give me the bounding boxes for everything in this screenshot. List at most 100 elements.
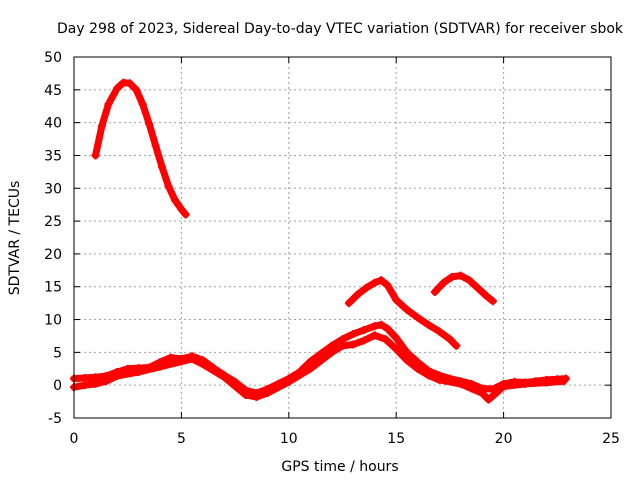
tick-labels: 0 5 10 15 20 25 -5 0 5 10 15 20 25 30 35 40 45 50 xyxy=(44,50,620,447)
data-points xyxy=(70,78,570,404)
data-point xyxy=(91,379,100,388)
data-point xyxy=(166,353,175,362)
series-arc-early-high xyxy=(91,78,190,219)
x-tick-label: 25 xyxy=(602,431,620,447)
data-point xyxy=(241,391,250,400)
data-point xyxy=(402,356,411,365)
data-point xyxy=(439,278,448,287)
y-tick-label: 50 xyxy=(44,50,62,66)
data-point xyxy=(413,313,422,322)
data-point xyxy=(158,163,167,172)
data-point xyxy=(252,392,261,401)
x-tick-label: 0 xyxy=(70,431,79,447)
data-point xyxy=(482,291,491,300)
y-tick-label: 25 xyxy=(44,214,62,230)
data-point xyxy=(112,84,121,93)
y-tick-label: 5 xyxy=(53,345,62,361)
data-point xyxy=(473,284,482,293)
data-point xyxy=(284,377,293,386)
data-point xyxy=(306,364,315,373)
y-tick-label: 35 xyxy=(44,148,62,164)
data-point xyxy=(392,295,401,304)
x-tick-label: 15 xyxy=(387,431,405,447)
y-axis-label: SDTVAR / TECUs xyxy=(7,181,23,296)
data-point xyxy=(359,336,368,345)
data-point xyxy=(181,210,190,219)
data-point xyxy=(145,119,154,128)
y-tick-label: -5 xyxy=(48,411,62,427)
data-point xyxy=(177,205,186,214)
data-point xyxy=(402,348,411,357)
x-axis-label: GPS time / hours xyxy=(281,459,398,475)
series-band-secondary xyxy=(70,331,568,404)
x-tick-label: 10 xyxy=(280,431,298,447)
data-point xyxy=(170,196,179,205)
data-point xyxy=(104,100,113,109)
data-point xyxy=(112,371,121,380)
y-tick-label: 15 xyxy=(44,280,62,296)
x-tick-label: 5 xyxy=(177,431,186,447)
data-point xyxy=(424,320,433,329)
data-point xyxy=(377,276,386,285)
data-point xyxy=(353,290,362,299)
data-point xyxy=(435,327,444,336)
data-point xyxy=(465,276,474,285)
data-point xyxy=(383,324,392,333)
data-point xyxy=(456,271,465,280)
series-arc-mid-upper xyxy=(344,276,461,350)
data-point xyxy=(452,341,461,350)
data-point xyxy=(344,299,353,308)
data-point xyxy=(448,272,457,281)
data-point xyxy=(97,121,106,130)
data-point xyxy=(467,384,476,393)
data-point xyxy=(456,379,465,388)
data-point xyxy=(383,281,392,290)
data-point xyxy=(478,389,487,398)
chart-title: Day 298 of 2023, Sidereal Day-to-day VTE… xyxy=(57,21,624,37)
data-point xyxy=(80,381,89,390)
data-point xyxy=(430,287,439,296)
y-tick-label: 30 xyxy=(44,181,62,197)
data-point xyxy=(559,377,568,386)
data-point xyxy=(151,141,160,150)
data-point xyxy=(102,377,111,386)
data-point xyxy=(392,333,401,342)
data-point xyxy=(164,182,173,191)
y-tick-label: 10 xyxy=(44,313,62,329)
data-point xyxy=(198,360,207,369)
data-point xyxy=(220,373,229,382)
data-point xyxy=(263,389,272,398)
data-point xyxy=(134,368,143,377)
data-point xyxy=(349,340,358,349)
data-point xyxy=(91,151,100,160)
data-point xyxy=(188,354,197,363)
data-point xyxy=(349,329,358,338)
data-point xyxy=(370,278,379,287)
data-point xyxy=(132,85,141,94)
plot-frame xyxy=(73,56,612,419)
data-point xyxy=(499,382,508,391)
data-point xyxy=(177,357,186,366)
series-arc-late xyxy=(430,271,497,306)
data-point xyxy=(362,284,371,293)
data-point xyxy=(402,305,411,314)
data-point xyxy=(80,373,89,382)
data-point xyxy=(377,320,386,329)
data-point xyxy=(445,335,454,344)
y-tick-label: 20 xyxy=(44,247,62,263)
data-point xyxy=(327,348,336,357)
y-tick-label: 45 xyxy=(44,83,62,99)
data-point xyxy=(542,378,551,387)
data-point xyxy=(424,371,433,380)
data-point xyxy=(306,357,315,366)
y-tick-label: 0 xyxy=(53,378,62,394)
data-point xyxy=(155,362,164,371)
y-tick-label: 40 xyxy=(44,116,62,132)
data-point xyxy=(435,375,444,384)
data-point xyxy=(138,100,147,109)
data-point xyxy=(381,335,390,344)
data-point xyxy=(370,331,379,340)
data-point xyxy=(521,379,530,388)
data-point xyxy=(484,395,493,404)
